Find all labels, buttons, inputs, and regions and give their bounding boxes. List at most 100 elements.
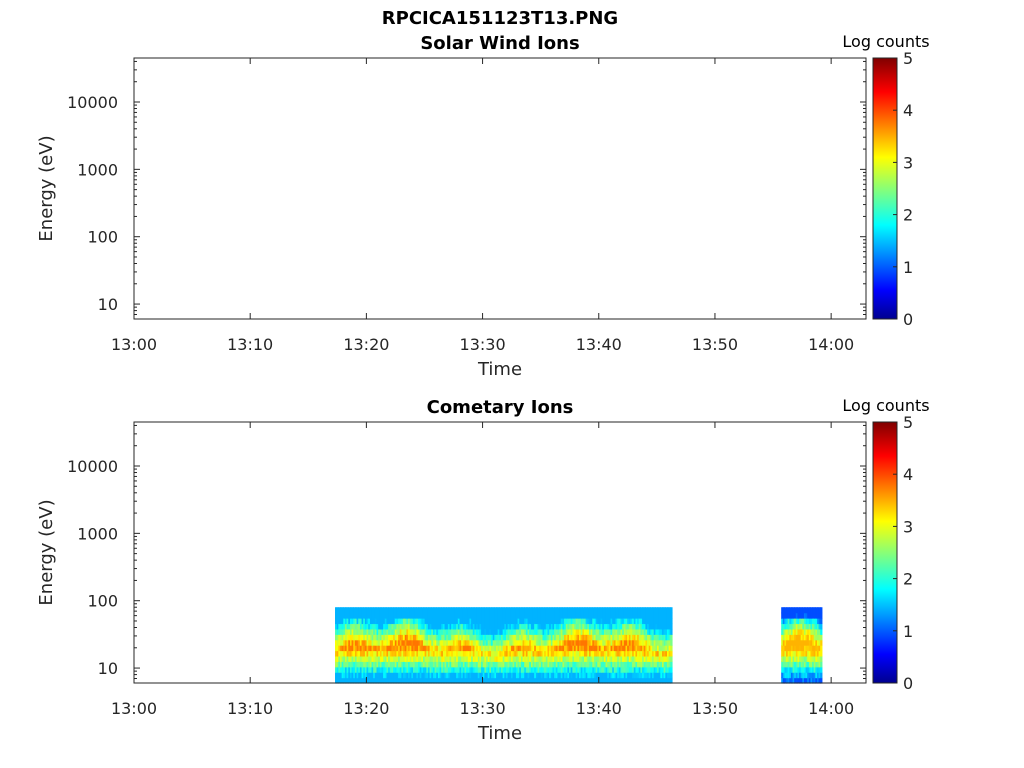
data-cell <box>376 655 379 662</box>
data-cell <box>404 618 407 625</box>
data-cell <box>615 634 618 641</box>
data-cell <box>555 639 559 646</box>
data-cell <box>413 623 416 630</box>
data-cell <box>574 672 577 679</box>
data-cell <box>635 618 638 625</box>
data-cell <box>474 655 477 662</box>
data-cell <box>439 618 442 625</box>
data-cell <box>339 628 343 635</box>
data-cell <box>789 645 792 652</box>
data-cell <box>637 618 640 625</box>
data-cell <box>398 639 401 646</box>
data-cell <box>635 650 638 657</box>
data-cell <box>383 612 386 619</box>
data-cell <box>588 607 592 614</box>
data-cell <box>555 666 559 673</box>
data-cell <box>349 661 353 668</box>
data-cell <box>486 661 489 668</box>
data-cell <box>790 612 794 619</box>
data-cell <box>797 639 800 646</box>
data-cell <box>545 607 549 614</box>
data-cell <box>820 666 823 673</box>
data-cell <box>802 661 805 668</box>
data-cell <box>368 623 371 630</box>
data-cell <box>620 623 623 630</box>
data-cell <box>467 618 471 625</box>
data-cell <box>499 661 502 668</box>
data-cell <box>635 672 638 679</box>
data-cell <box>371 672 374 679</box>
data-cell <box>348 677 351 684</box>
data-cell <box>608 623 612 630</box>
data-cell <box>384 628 388 635</box>
data-cell <box>409 639 412 646</box>
data-cell <box>794 672 797 679</box>
data-cell <box>630 618 633 625</box>
data-cell <box>815 677 818 684</box>
data-cell <box>655 623 658 630</box>
data-cell <box>373 661 376 668</box>
data-cell <box>554 634 557 641</box>
data-cell <box>653 612 656 619</box>
data-cell <box>444 661 447 668</box>
data-cell <box>386 618 389 625</box>
data-cell <box>515 677 519 684</box>
data-cell <box>497 645 500 652</box>
data-cell <box>427 607 431 614</box>
data-cell <box>505 628 509 635</box>
data-cell <box>608 666 612 673</box>
data-cell <box>504 612 507 619</box>
data-cell <box>554 666 557 673</box>
data-cell <box>509 618 512 625</box>
data-cell <box>499 618 502 625</box>
data-cell <box>459 672 462 679</box>
data-cell <box>449 672 452 679</box>
data-cell <box>471 634 474 641</box>
data-cell <box>338 634 341 641</box>
data-cell <box>559 634 562 641</box>
data-cell <box>434 639 437 646</box>
data-cell <box>383 672 386 679</box>
data-cell <box>545 634 549 641</box>
data-cell <box>451 628 454 635</box>
data-cell <box>515 618 519 625</box>
data-cell <box>502 623 505 630</box>
data-cell <box>494 661 497 668</box>
data-cell <box>787 677 790 684</box>
data-cell <box>605 618 608 625</box>
data-cell <box>655 612 658 619</box>
data-cell <box>424 623 427 630</box>
data-cell <box>408 618 411 625</box>
data-cell <box>371 612 374 619</box>
data-cell <box>348 655 351 662</box>
data-cell <box>784 661 787 668</box>
data-cell <box>579 650 582 657</box>
data-cell <box>539 666 542 673</box>
data-cell <box>800 639 803 646</box>
data-cell <box>603 634 607 641</box>
data-cell <box>559 628 562 635</box>
data-cell <box>803 623 807 630</box>
data-cell <box>582 672 585 679</box>
colorbar-tick-label: 3 <box>903 153 913 172</box>
data-cell <box>666 612 670 619</box>
data-cell <box>361 655 364 662</box>
data-cell <box>403 645 406 652</box>
data-cell <box>535 677 539 684</box>
data-cell <box>786 628 789 635</box>
data-cell <box>398 645 401 652</box>
data-cell <box>414 672 417 679</box>
data-cell <box>499 628 502 635</box>
data-cell <box>803 672 807 679</box>
data-cell <box>386 645 389 652</box>
data-cell <box>351 607 354 614</box>
data-cell <box>552 628 555 635</box>
data-cell <box>491 677 494 684</box>
data-cell <box>600 634 603 641</box>
data-cell <box>359 655 363 662</box>
data-cell <box>486 677 489 684</box>
data-cell <box>393 677 396 684</box>
data-cell <box>467 666 471 673</box>
data-cell <box>486 650 489 657</box>
data-cell <box>585 655 588 662</box>
